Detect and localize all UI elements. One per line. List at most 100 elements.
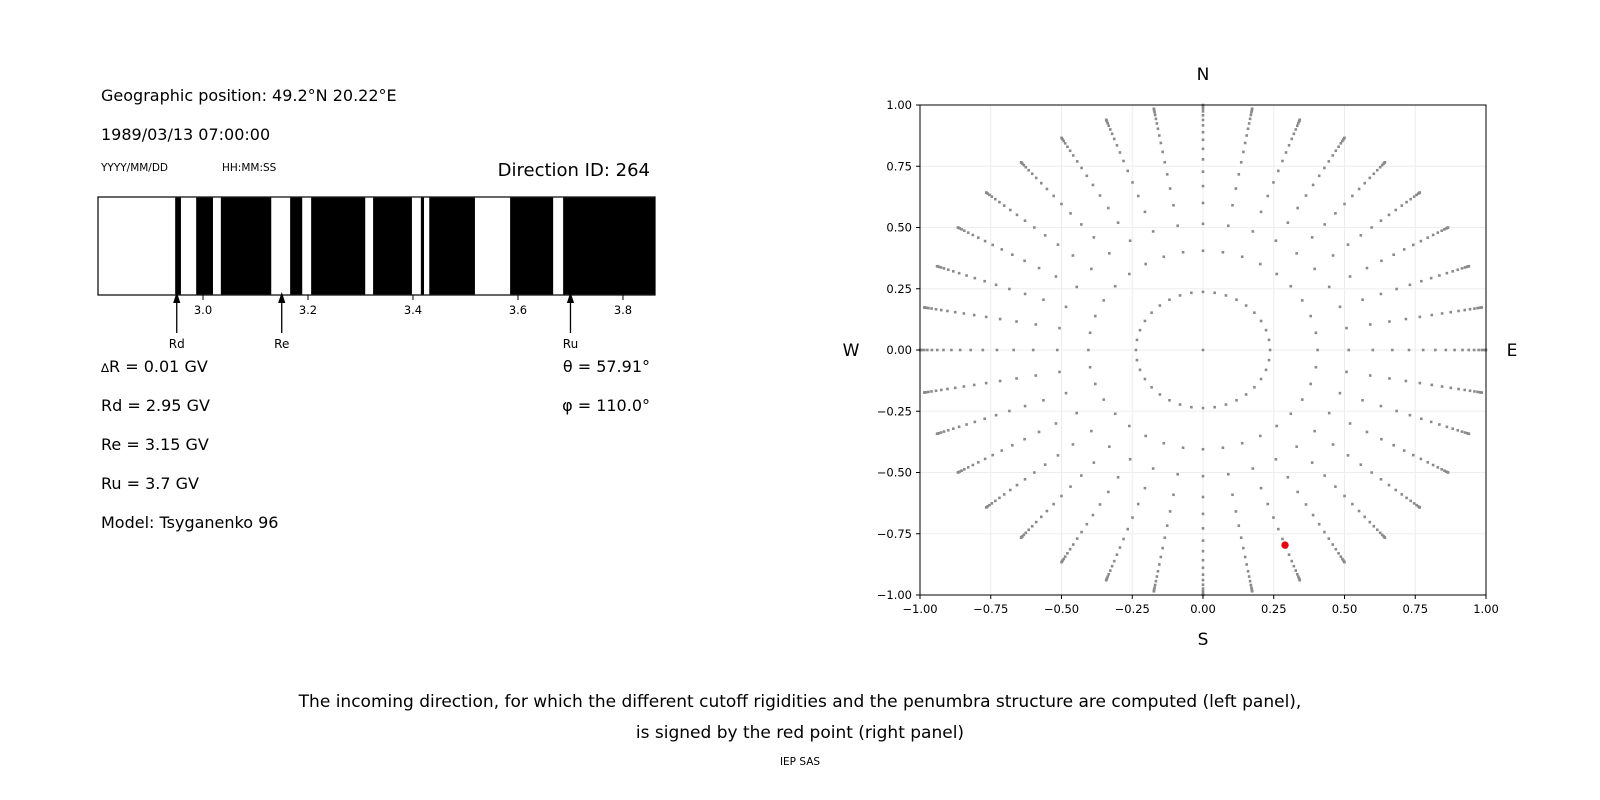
direction-dot [1415,193,1418,197]
direction-dot [1400,493,1404,496]
direction-dot [1112,137,1116,141]
direction-dot [1248,117,1252,121]
direction-dot [1201,170,1205,173]
direction-dot [1054,422,1058,425]
direction-dot [1165,173,1169,176]
direction-dot [1246,569,1250,573]
direction-dot [990,195,994,198]
direction-dot [1339,555,1343,558]
direction-dot [1201,474,1205,478]
direction-dot [1224,403,1228,406]
direction-dot [1476,306,1479,310]
direction-dot [1451,270,1455,273]
direction-dot [1015,320,1018,323]
direction-dot [1128,239,1132,243]
direction-dot [1412,502,1416,505]
direction-dot [1465,431,1469,435]
direction-dot [1106,121,1109,125]
direction-dot [1289,284,1293,288]
direction-dot [1274,239,1278,243]
direction-dot [1058,326,1061,330]
direction-dot [1064,305,1068,309]
direction-dot [956,226,960,229]
direction-dot [1107,206,1110,210]
direction-dot [1245,134,1248,137]
direction-dot [1430,383,1434,387]
direction-dot [939,431,943,434]
direction-dot [1201,118,1205,122]
direction-dot [1334,547,1338,551]
direction-dot [1039,181,1043,185]
direction-dot [1468,389,1472,393]
direction-dot [1201,527,1205,530]
direction-dot [1379,477,1383,481]
direction-dot [1042,398,1045,402]
direction-dot [998,317,1002,321]
direction-dot [1118,151,1122,154]
direction-dot [1460,267,1464,270]
direction-dot [1371,348,1375,352]
x-tick-label: 3.0 [194,303,212,317]
direction-dot [1152,589,1156,593]
direction-dot [1420,417,1423,421]
x-tick-label: 0.50 [1332,602,1358,616]
direction-dot [957,425,961,429]
south-label: S [1198,630,1209,650]
direction-dot [1153,113,1157,117]
direction-dot [1375,168,1379,172]
direction-dot [1445,271,1449,275]
direction-dot [1213,405,1216,409]
direction-dot [1368,176,1372,180]
direction-dot [1443,469,1446,472]
direction-dot [1108,128,1112,131]
direction-dot [1357,187,1361,191]
direction-dot [1088,365,1092,369]
direction-dot [1297,121,1300,125]
direction-dot [983,417,986,421]
direction-dot [1431,463,1435,467]
direction-dot [926,348,929,352]
direction-dot [1440,468,1444,471]
cutoff-arrow-label: Ru [563,337,578,351]
direction-dot [1400,204,1404,207]
direction-dot [1380,259,1383,263]
direction-dot [1161,546,1164,550]
direction-dot [1440,385,1444,388]
direction-dot [1249,113,1253,117]
direction-dot [1465,265,1469,269]
cutoff-arrow-head [173,292,181,303]
direction-dot [1102,398,1106,401]
time-format-label: HH:MM:SS [222,162,277,174]
direction-dot [1122,537,1125,541]
delta-r-value: R = 0.01 GV [109,357,208,376]
direction-dot [1092,461,1096,464]
direction-dot [937,265,941,269]
direction-dot [1060,202,1063,206]
direction-dot [1259,434,1262,438]
direction-dot [1201,573,1205,576]
direction-dot [1438,274,1441,277]
direction-dot [1463,431,1467,434]
allowed-band [373,197,412,295]
allowed-band [563,197,655,295]
direction-dot [1159,555,1163,559]
direction-dot [1161,150,1164,154]
direction-dot [1480,306,1484,309]
direction-dot [1240,441,1244,445]
direction-dot [1022,533,1026,537]
direction-dot [1062,557,1065,561]
direction-dot [1327,411,1331,415]
direction-dot [1281,159,1284,163]
direction-dot [1201,201,1205,205]
direction-dot [1104,118,1108,122]
direction-dot [1480,391,1484,394]
direction-dot [1419,457,1423,461]
direction-dot [1419,239,1423,243]
direction-dot [1190,405,1193,409]
direction-dot [1365,266,1369,270]
direction-dot [1436,466,1440,469]
direction-dot [1163,536,1167,540]
direction-dot [1080,474,1083,477]
direction-dot [1309,382,1313,386]
direction-dot [1201,130,1205,134]
